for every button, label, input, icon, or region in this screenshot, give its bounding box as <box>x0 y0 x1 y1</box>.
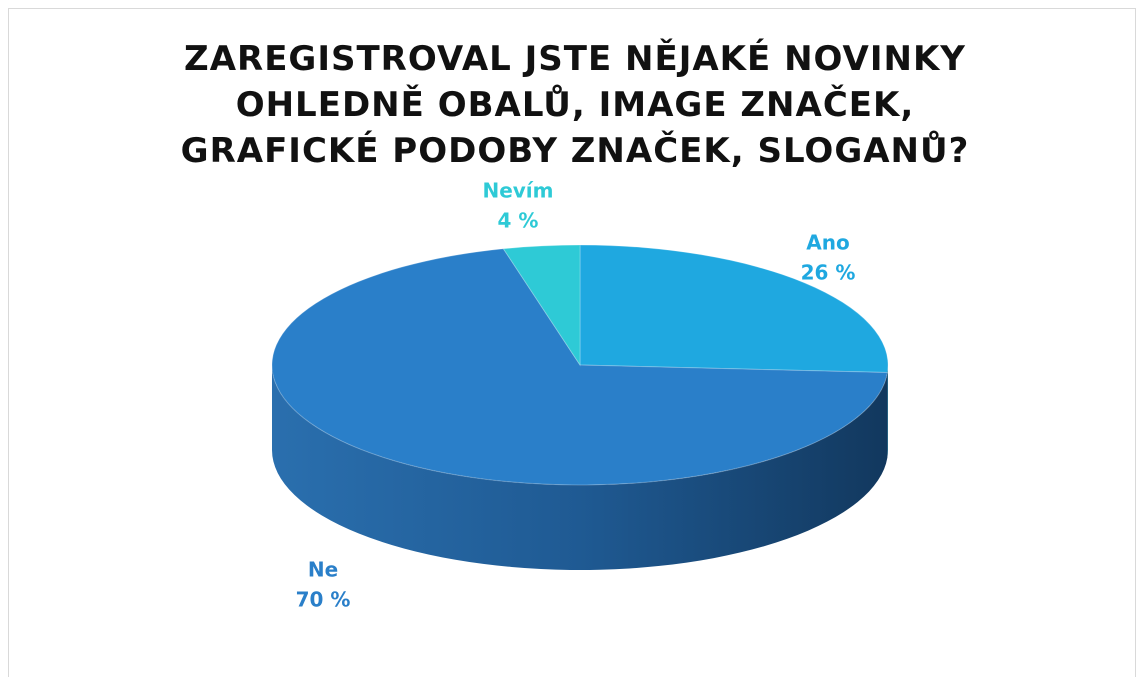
chart-title: ZAREGISTROVAL JSTE NĚJAKÉ NOVINKY OHLEDN… <box>180 39 970 171</box>
slice-side <box>272 365 888 570</box>
chart-frame <box>8 8 1136 677</box>
data-label-value: 26 % <box>801 261 856 285</box>
slice <box>271 248 888 486</box>
data-label-category: Ano <box>806 231 849 255</box>
slice <box>502 244 581 367</box>
data-label-value: 70 % <box>296 588 351 612</box>
data-label-category: Ne <box>308 558 338 582</box>
slice <box>579 244 889 374</box>
data-label-value: 4 % <box>498 209 539 233</box>
slice-side <box>887 365 888 458</box>
data-label-category: Nevím <box>482 179 553 203</box>
